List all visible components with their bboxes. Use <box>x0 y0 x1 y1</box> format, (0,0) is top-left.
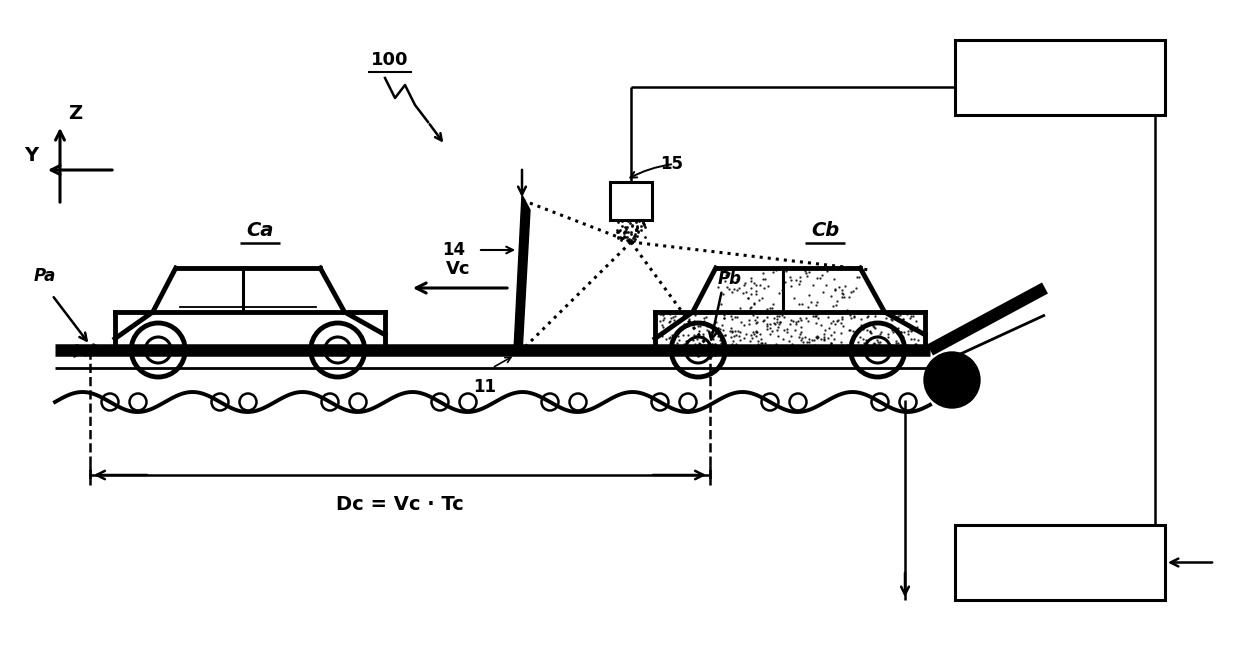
Text: Pb: Pb <box>718 270 742 288</box>
Text: Vc: Vc <box>445 260 470 278</box>
Text: 12: 12 <box>1040 64 1079 92</box>
Text: Dc = Vc · Tc: Dc = Vc · Tc <box>336 495 464 514</box>
Text: 11: 11 <box>474 378 496 396</box>
Text: Cb: Cb <box>811 221 839 240</box>
Bar <box>610 182 652 220</box>
Circle shape <box>924 352 980 408</box>
Text: Y: Y <box>24 146 38 165</box>
Text: 14: 14 <box>441 241 465 259</box>
Text: Z: Z <box>68 104 82 123</box>
Polygon shape <box>515 195 529 353</box>
Bar <box>616 220 646 242</box>
Text: 100: 100 <box>371 51 409 69</box>
Text: 15: 15 <box>660 155 683 173</box>
Bar <box>955 525 1166 600</box>
Text: 13: 13 <box>1040 548 1079 576</box>
Bar <box>955 40 1166 115</box>
Text: Pa: Pa <box>33 267 56 285</box>
Text: Ca: Ca <box>247 221 274 240</box>
